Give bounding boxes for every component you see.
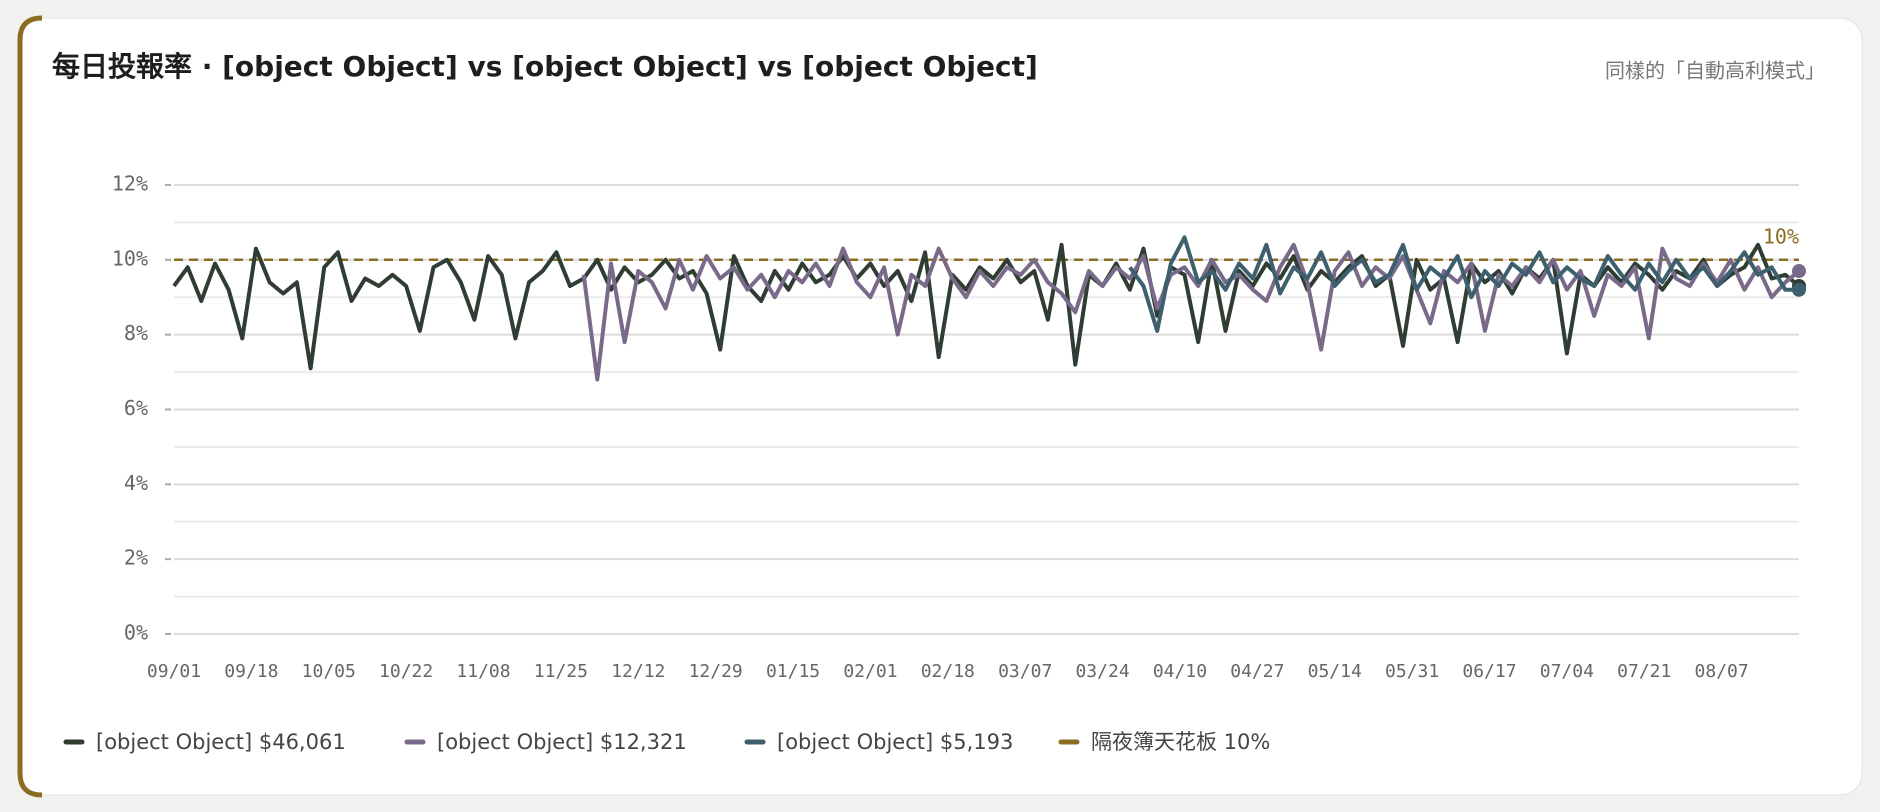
series-line xyxy=(1128,235,1799,333)
x-tick-label: 07/04 xyxy=(1540,661,1594,682)
x-tick-label: 09/01 xyxy=(147,661,201,682)
legend-label: 隔夜簿天花板 10% xyxy=(1091,730,1270,754)
end-point xyxy=(1792,282,1806,297)
x-tick-label: 06/17 xyxy=(1462,661,1516,682)
x-tick-label: 02/01 xyxy=(843,661,897,682)
y-tick-label: 0% xyxy=(124,621,148,645)
end-point xyxy=(1792,264,1806,279)
series-line xyxy=(581,242,1801,382)
y-tick-label: 4% xyxy=(124,471,148,495)
x-tick-label: 02/18 xyxy=(921,661,975,682)
x-tick-label: 09/18 xyxy=(224,661,278,682)
x-tick-label: 03/07 xyxy=(998,661,1052,682)
x-tick-label: 01/15 xyxy=(766,661,820,682)
y-tick-label: 12% xyxy=(112,171,148,195)
chart-subtitle: 同樣的「自動高利模式」 xyxy=(1605,59,1825,83)
x-tick-label: 05/31 xyxy=(1385,661,1439,682)
x-tick-label: 07/21 xyxy=(1617,661,1671,682)
x-tick-label: 05/14 xyxy=(1308,661,1362,682)
card-accent xyxy=(17,15,43,798)
x-tick-label: 12/12 xyxy=(611,661,665,682)
x-tick-label: 10/22 xyxy=(379,661,433,682)
legend-label: [object Object] $12,321 xyxy=(437,730,687,754)
legend-label: [object Object] $5,193 xyxy=(777,730,1013,754)
x-tick-label: 11/08 xyxy=(456,661,510,682)
x-tick-label: 10/05 xyxy=(302,661,356,682)
x-tick-label: 11/25 xyxy=(534,661,588,682)
x-tick-label: 12/29 xyxy=(689,661,743,682)
legend-label: [object Object] $46,061 xyxy=(96,730,346,754)
x-tick-label: 04/27 xyxy=(1230,661,1284,682)
y-tick-label: 6% xyxy=(124,396,148,420)
y-tick-label: 10% xyxy=(112,246,148,270)
x-tick-label: 08/07 xyxy=(1695,661,1749,682)
x-tick-label: 03/24 xyxy=(1075,661,1129,682)
threshold-label: 10% xyxy=(1763,224,1799,248)
y-tick-label: 8% xyxy=(124,321,148,345)
y-tick-label: 2% xyxy=(124,546,148,570)
chart-title: 每日投報率 · [object Object] vs [object Objec… xyxy=(52,50,1038,83)
x-tick-label: 04/10 xyxy=(1153,661,1207,682)
